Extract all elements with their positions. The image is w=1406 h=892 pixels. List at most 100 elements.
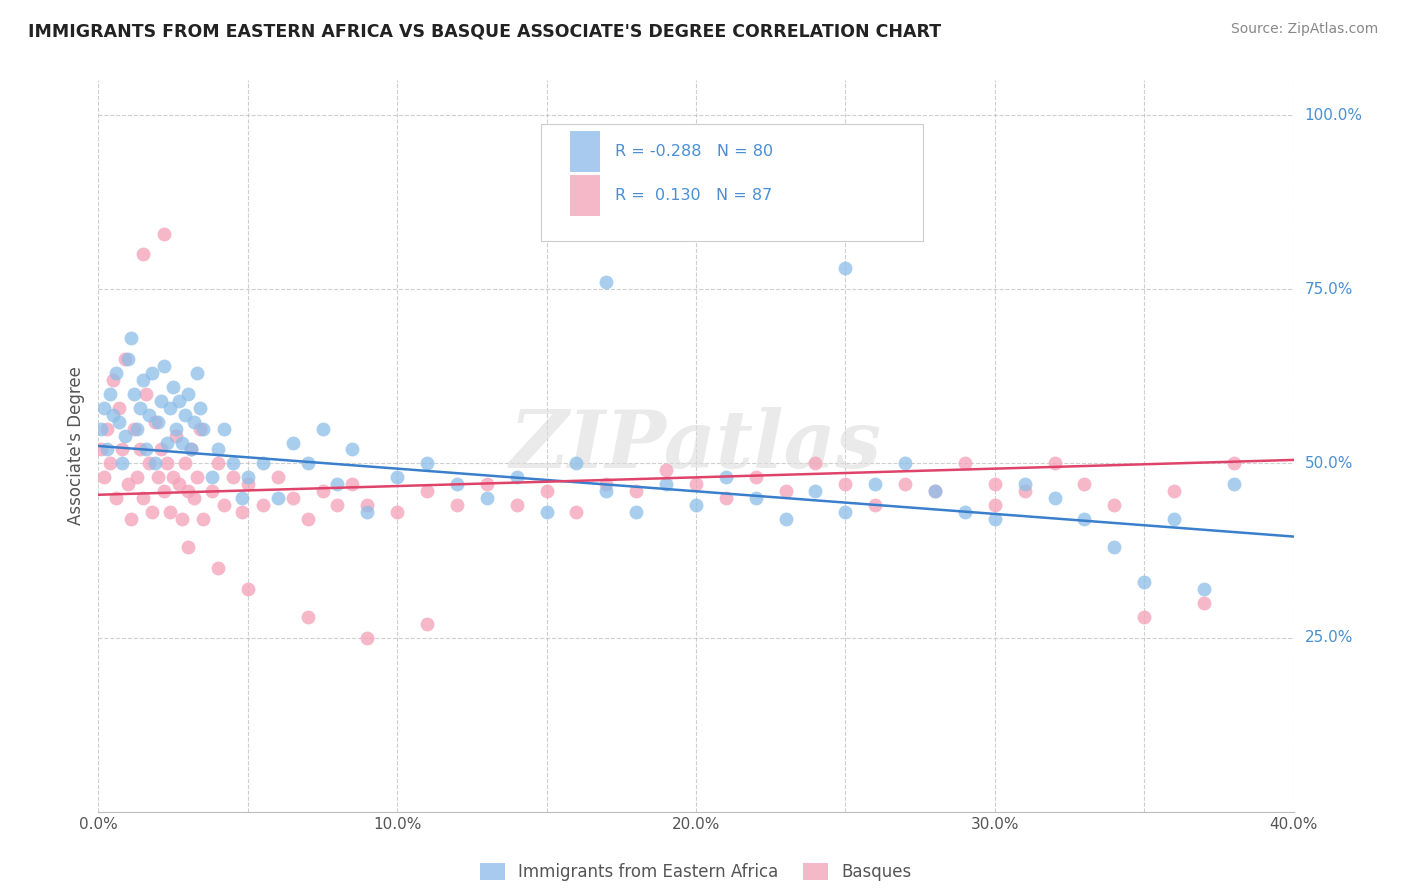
Point [153,484,176,499]
Point [93,401,115,415]
Point [124,421,146,435]
Point [127,421,149,435]
Point [595,477,617,491]
Point [148,470,170,484]
Point [191,421,214,435]
Point [804,484,827,499]
Point [385,470,409,484]
Point [775,512,797,526]
Point [103,408,125,422]
Text: 25.0%: 25.0% [1305,630,1353,645]
Point [127,470,149,484]
Point [1043,457,1066,471]
Point [231,491,253,506]
Point [326,498,349,512]
Point [201,470,224,484]
Point [159,505,181,519]
Text: R =  0.130   N = 87: R = 0.130 N = 87 [614,188,772,203]
Point [834,505,856,519]
Point [865,477,887,491]
Point [207,457,229,471]
Point [177,484,200,499]
Point [804,457,827,471]
Point [117,351,139,366]
Point [953,457,976,471]
Point [156,457,179,471]
Point [90,421,112,435]
Point [745,491,768,506]
Point [924,484,946,499]
Point [114,428,136,442]
Point [108,401,131,415]
Point [117,477,139,491]
Point [714,470,737,484]
Point [595,484,617,499]
Point [983,512,1005,526]
Point [167,393,190,408]
Point [132,247,155,261]
Point [1133,574,1156,589]
Point [655,463,678,477]
Point [894,457,917,471]
Point [236,470,259,484]
Point [983,477,1005,491]
Point [114,351,136,366]
Point [655,477,678,491]
Point [565,457,588,471]
Point [624,484,647,499]
Point [953,505,976,519]
Point [222,470,245,484]
Point [297,512,319,526]
Point [342,442,364,457]
Point [536,505,558,519]
Point [416,616,439,631]
Point [188,421,211,435]
Point [138,457,160,471]
Point [1223,457,1246,471]
Point [180,442,202,457]
Point [894,477,917,491]
Text: 50.0%: 50.0% [1305,456,1353,471]
Point [1192,596,1215,610]
Point [385,505,409,519]
Point [183,491,205,506]
Point [207,561,229,575]
Point [685,477,707,491]
Text: 100.0%: 100.0% [1305,108,1362,122]
Point [356,498,378,512]
Point [1223,477,1246,491]
Point [865,498,887,512]
Point [446,477,468,491]
Point [1163,512,1185,526]
Point [186,470,208,484]
Y-axis label: Associate's Degree: Associate's Degree [67,367,86,525]
Point [475,491,498,506]
Point [108,415,131,429]
Point [1104,498,1126,512]
Point [267,470,290,484]
Point [1014,477,1036,491]
Point [252,457,274,471]
Point [356,631,378,645]
Point [186,366,208,380]
Point [103,373,125,387]
Text: R = -0.288   N = 80: R = -0.288 N = 80 [614,145,773,159]
Point [153,227,176,241]
Point [183,415,205,429]
Point [1073,477,1095,491]
Point [1133,609,1156,624]
Point [90,442,112,457]
Point [297,457,319,471]
Point [120,512,142,526]
Point [475,477,498,491]
Point [120,331,142,345]
Point [342,477,364,491]
Point [416,484,439,499]
Point [172,512,194,526]
Point [132,373,155,387]
Point [150,442,173,457]
Point [311,484,333,499]
FancyBboxPatch shape [571,131,600,171]
Point [96,442,118,457]
Text: 75.0%: 75.0% [1305,282,1353,297]
